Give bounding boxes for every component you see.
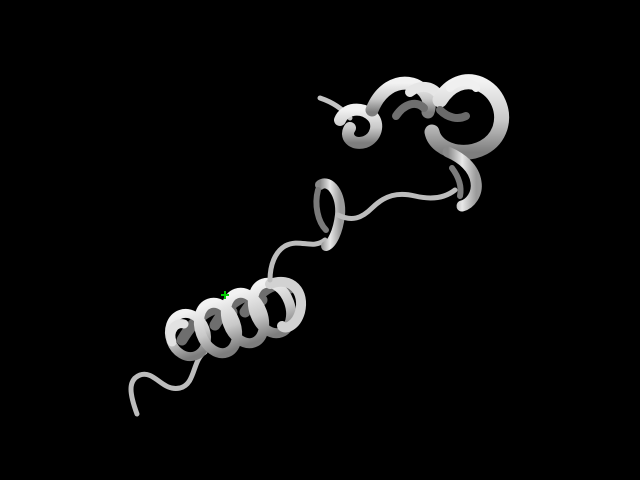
plus-icon xyxy=(221,291,229,299)
c-terminal-helix-cluster xyxy=(317,74,510,212)
long-helix xyxy=(164,277,307,362)
linker-loop xyxy=(267,237,328,283)
loop xyxy=(335,187,458,221)
n-terminal-loop xyxy=(128,349,208,417)
